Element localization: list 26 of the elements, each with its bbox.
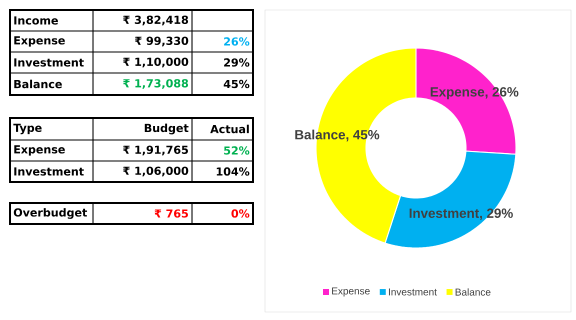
text: ₹ 765 (154, 209, 188, 218)
text: ₹ 3,82,418 (123, 16, 188, 26)
text: 0% (231, 209, 250, 218)
legend-label: Balance (456, 288, 491, 296)
text: ₹ 1,73,088 (123, 79, 188, 89)
text: Investment (14, 167, 84, 176)
text: Budget (144, 124, 188, 134)
legend-label: Investment (388, 288, 437, 296)
text: Actual (210, 124, 249, 134)
text: ₹ 1,91,765 (123, 146, 188, 156)
text: Balance (14, 80, 62, 88)
text: Income (14, 16, 58, 25)
text: Overbudget (14, 208, 88, 219)
text: ₹ 1,10,000 (123, 58, 188, 68)
text: 29% (224, 58, 250, 67)
text: 52% (224, 146, 250, 155)
text: ₹ 99,330 (135, 36, 188, 46)
text: Expense (14, 145, 65, 156)
text: 104% (216, 167, 250, 176)
text: 45% (224, 80, 250, 88)
text: ₹ 1,06,000 (123, 166, 188, 176)
text: 26% (224, 37, 250, 46)
legend-label: Expense (332, 288, 370, 296)
text: Expense (14, 36, 65, 47)
text: Investment (14, 58, 84, 67)
text: Type (13, 124, 42, 134)
